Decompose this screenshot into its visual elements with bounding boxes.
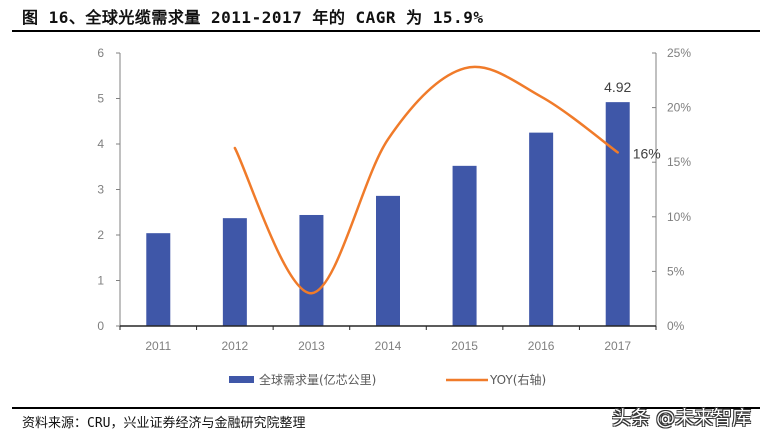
yoy-value-label-2017: 16% (633, 145, 661, 161)
x-axis-label: 2016 (528, 339, 555, 353)
bar-2014 (376, 195, 400, 326)
bar-series (146, 102, 630, 326)
bar-2017 (605, 102, 630, 326)
right-axis-tick-label: 0% (667, 319, 685, 333)
x-axis-label: 2015 (451, 339, 478, 353)
figure-title: 图 16、全球光缆需求量 2011-2017 年的 CAGR 为 15.9% (22, 8, 484, 27)
source-note: 资料来源：CRU，兴业证券经济与金融研究院整理 (22, 416, 306, 431)
x-axis-label: 2012 (222, 339, 249, 353)
x-axis-label: 2013 (298, 339, 325, 353)
left-axis-tick-label: 1 (97, 274, 104, 288)
right-axis-tick-label: 25% (667, 46, 691, 60)
legend: 全球需求量(亿芯公里) YOY(右轴) (229, 372, 546, 387)
left-y-axis: 0 1 2 3 4 5 6 (97, 46, 121, 333)
left-axis-tick-label: 5 (97, 92, 104, 106)
x-axis-label: 2017 (604, 339, 631, 353)
legend-bar-label: 全球需求量(亿芯公里) (259, 372, 376, 387)
right-axis-tick-label: 15% (667, 155, 691, 169)
x-axis-label: 2014 (375, 339, 402, 353)
source-divider (12, 407, 760, 409)
bar-2016 (529, 132, 554, 326)
yoy-line-series (233, 65, 619, 295)
bar-2011 (146, 233, 171, 326)
right-axis-tick-label: 10% (667, 210, 691, 224)
legend-bar-swatch (229, 376, 254, 383)
legend-line-label: YOY(右轴) (489, 372, 546, 387)
bar-value-label-2017: 4.92 (604, 79, 631, 95)
left-axis-tick-label: 6 (97, 46, 104, 60)
x-axis-label: 2011 (145, 339, 171, 353)
bar-2015 (452, 165, 477, 326)
left-axis-tick-label: 4 (97, 137, 104, 151)
bar-2013 (299, 214, 324, 326)
left-axis-tick-label: 2 (97, 228, 104, 242)
left-axis-tick-label: 0 (97, 319, 104, 333)
x-axis: 2011 2012 2013 2014 2015 2016 2017 (119, 325, 657, 353)
watermark: 头条 @未来智库 (612, 407, 752, 429)
right-y-axis: 0% 5% 10% 15% 20% 25% (652, 46, 691, 333)
right-axis-tick-label: 5% (667, 264, 685, 278)
right-axis-tick-label: 20% (667, 101, 691, 115)
bar-2012 (222, 218, 247, 326)
data-labels: 4.92 16% (604, 79, 661, 161)
title-divider (12, 30, 760, 32)
left-axis-tick-label: 3 (97, 183, 104, 197)
